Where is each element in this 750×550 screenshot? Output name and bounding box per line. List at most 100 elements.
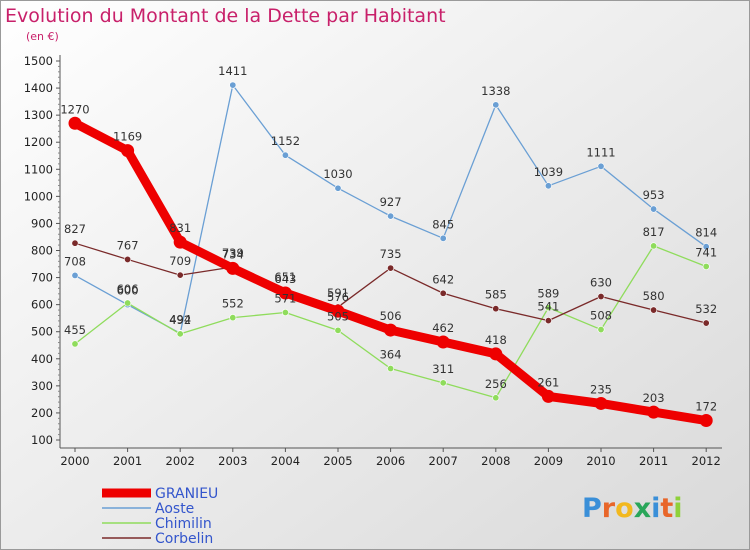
data-label-chimilin: 508 bbox=[590, 309, 612, 323]
data-label-granieu: 462 bbox=[432, 321, 454, 335]
x-tick-label: 2006 bbox=[376, 454, 405, 468]
data-label-chimilin: 817 bbox=[643, 225, 665, 239]
x-tick-label: 2011 bbox=[639, 454, 668, 468]
data-point-corbelin bbox=[492, 305, 500, 313]
y-tick-label: 1400 bbox=[24, 81, 53, 95]
data-label-corbelin: 580 bbox=[643, 289, 665, 303]
data-point-chimilin bbox=[492, 394, 500, 402]
data-label-aoste: 1411 bbox=[218, 64, 247, 78]
data-labels-layer: 1270 1169 831 734 643 576 506 462 418 261 235 203 17… bbox=[60, 64, 717, 413]
data-point-chimilin bbox=[387, 365, 395, 373]
data-label-granieu: 576 bbox=[327, 290, 349, 304]
x-tick-label: 2008 bbox=[481, 454, 510, 468]
brand-logo: Proxiti bbox=[582, 493, 683, 524]
data-point-chimilin bbox=[702, 262, 710, 270]
data-point-granieu bbox=[647, 405, 661, 419]
data-point-granieu bbox=[226, 261, 240, 275]
data-point-aoste bbox=[544, 182, 552, 190]
data-label-aoste: 1338 bbox=[481, 84, 510, 98]
data-point-chimilin bbox=[176, 330, 184, 338]
chart-title: Evolution du Montant de la Dette par Hab… bbox=[5, 5, 446, 27]
data-point-chimilin bbox=[597, 326, 605, 334]
x-tick-label: 2003 bbox=[218, 454, 247, 468]
brand-letter: i bbox=[673, 493, 682, 524]
data-point-chimilin bbox=[650, 242, 658, 250]
x-tick-label: 2007 bbox=[429, 454, 458, 468]
data-label-aoste: 1039 bbox=[534, 165, 563, 179]
y-tick-label: 800 bbox=[31, 244, 53, 258]
brand-letter: P bbox=[582, 493, 602, 524]
y-tick-label: 1300 bbox=[24, 108, 53, 122]
data-label-chimilin: 256 bbox=[485, 377, 507, 391]
legend-label-corbelin: Corbelin bbox=[155, 531, 213, 547]
data-point-granieu bbox=[541, 389, 555, 403]
data-point-granieu bbox=[278, 286, 292, 300]
data-point-aoste bbox=[650, 205, 658, 213]
data-label-chimilin: 455 bbox=[64, 323, 86, 337]
data-label-granieu: 831 bbox=[169, 221, 191, 235]
data-label-aoste: 708 bbox=[64, 254, 86, 268]
data-label-corbelin: 541 bbox=[537, 300, 559, 314]
data-point-corbelin bbox=[650, 306, 658, 314]
data-label-granieu: 643 bbox=[274, 272, 296, 286]
brand-letter: x bbox=[634, 493, 651, 524]
data-label-chimilin: 589 bbox=[537, 287, 559, 301]
data-label-granieu: 1169 bbox=[113, 130, 142, 144]
data-label-chimilin: 552 bbox=[222, 297, 244, 311]
data-label-granieu: 172 bbox=[695, 400, 717, 414]
data-label-chimilin: 492 bbox=[169, 313, 191, 327]
data-label-aoste: 1152 bbox=[271, 134, 300, 148]
data-point-aoste bbox=[387, 212, 395, 220]
data-label-chimilin: 311 bbox=[432, 362, 454, 376]
data-label-aoste: 814 bbox=[695, 226, 717, 240]
y-tick-label: 400 bbox=[31, 352, 53, 366]
y-tick-label: 1200 bbox=[24, 135, 53, 149]
data-label-granieu: 203 bbox=[643, 391, 665, 405]
data-label-chimilin: 606 bbox=[117, 282, 139, 296]
x-tick-label: 2010 bbox=[586, 454, 615, 468]
x-tick-label: 2000 bbox=[60, 454, 89, 468]
data-point-granieu bbox=[68, 116, 82, 130]
x-tick-label: 2005 bbox=[323, 454, 352, 468]
data-point-aoste bbox=[597, 162, 605, 170]
data-point-aoste bbox=[71, 271, 79, 279]
data-point-chimilin bbox=[334, 326, 342, 334]
y-tick-label: 1500 bbox=[24, 54, 53, 68]
data-point-aoste bbox=[492, 101, 500, 109]
data-point-corbelin bbox=[702, 319, 710, 327]
data-label-granieu: 734 bbox=[222, 247, 244, 261]
data-label-corbelin: 735 bbox=[380, 247, 402, 261]
brand-letter: r bbox=[602, 493, 616, 524]
data-point-chimilin bbox=[439, 379, 447, 387]
data-label-granieu: 506 bbox=[380, 309, 402, 323]
brand-letter: i bbox=[651, 493, 660, 524]
data-label-corbelin: 827 bbox=[64, 222, 86, 236]
data-label-aoste: 953 bbox=[643, 188, 665, 202]
brand-letter: o bbox=[615, 493, 634, 524]
y-tick-label: 100 bbox=[31, 433, 53, 447]
data-label-chimilin: 571 bbox=[274, 291, 296, 305]
legend-label-chimilin: Chimilin bbox=[155, 516, 212, 532]
data-label-corbelin: 767 bbox=[117, 238, 139, 252]
data-point-granieu bbox=[594, 396, 608, 410]
y-tick-label: 600 bbox=[31, 298, 53, 312]
y-tick-label: 1000 bbox=[24, 189, 53, 203]
brand-letter: t bbox=[660, 493, 673, 524]
data-point-granieu bbox=[121, 144, 135, 158]
data-point-corbelin bbox=[176, 271, 184, 279]
data-label-chimilin: 741 bbox=[695, 245, 717, 259]
data-label-corbelin: 591 bbox=[327, 286, 349, 300]
x-tick-label: 2012 bbox=[692, 454, 721, 468]
data-point-chimilin bbox=[229, 314, 237, 322]
data-label-granieu: 418 bbox=[485, 333, 507, 347]
data-point-chimilin bbox=[124, 299, 132, 307]
data-label-granieu: 261 bbox=[537, 375, 559, 389]
y-tick-label: 300 bbox=[31, 379, 53, 393]
axes: 100 200 300 400 500 600 700 800 900 1000 1100 1200 1… bbox=[24, 54, 722, 468]
series-layer bbox=[68, 81, 713, 428]
data-label-granieu: 235 bbox=[590, 382, 612, 396]
x-tick-label: 2004 bbox=[271, 454, 300, 468]
x-tick-label: 2001 bbox=[113, 454, 142, 468]
data-label-chimilin: 364 bbox=[380, 348, 402, 362]
